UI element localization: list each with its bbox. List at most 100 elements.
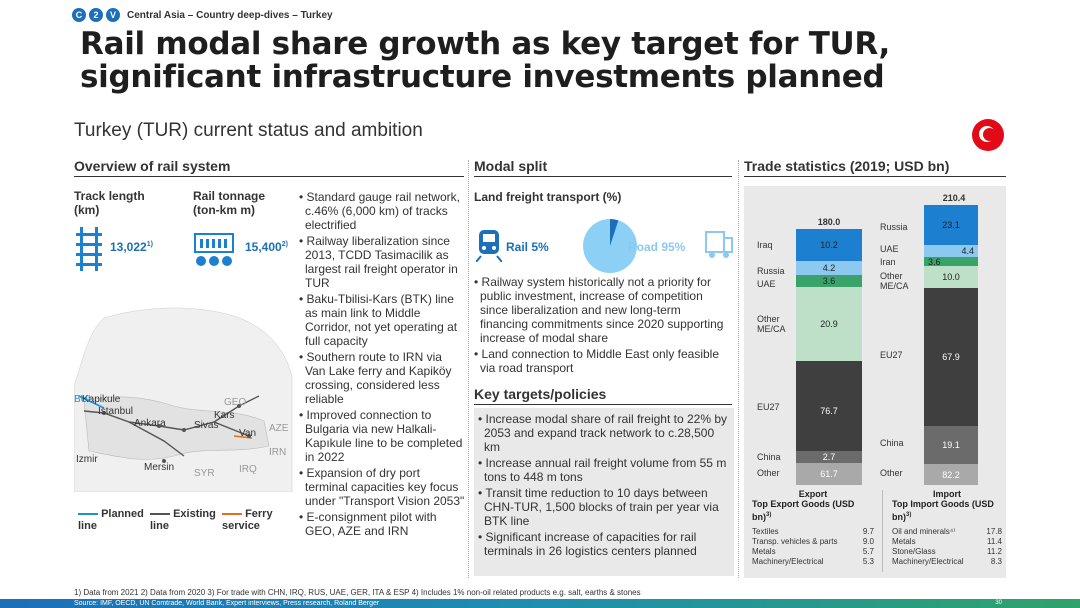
legend-existing: Existing line — [150, 508, 216, 532]
overview-bullet: • Expansion of dry port terminal capacit… — [299, 466, 465, 508]
map-country-syr: SYR — [194, 468, 215, 479]
overview-bullet: • Improved connection to Bulgaria via ne… — [299, 408, 463, 464]
list-item: Machinery/Electrical 8.3 — [892, 557, 1002, 566]
import-seg-china: 19.1 — [924, 426, 978, 464]
export-seg-other: 61.7 — [796, 463, 862, 485]
top-import-list: Oil and minerals⁴⁾ 17.8 Metals 11.4 Stone/… — [892, 527, 1002, 567]
step-v: V — [106, 8, 120, 22]
title-line-2: significant infrastructure investments p… — [80, 59, 885, 95]
top-import-title: Top Import Goods (USD bn)3) — [892, 499, 994, 522]
track-length-label: Track length (km) — [74, 189, 145, 217]
divider — [738, 160, 739, 578]
list-item: Oil and minerals⁴⁾ 17.8 — [892, 527, 1002, 536]
map-city-ankara: Ankara — [134, 418, 166, 429]
export-label-eu27: EU27 — [757, 402, 780, 412]
pie-rail-slice — [610, 219, 619, 246]
list-item: Textiles 9.7 — [752, 527, 874, 536]
export-label-china: China — [757, 452, 781, 462]
turkey-flag-icon — [972, 119, 1004, 151]
source-text: Source: IMF, OECD, UN Comtrade, World Ba… — [74, 600, 380, 607]
top-export-goods: Export Top Export Goods (USD bn)3) Texti… — [752, 489, 874, 567]
legend-planned: Planned line — [78, 508, 144, 532]
import-label-russia: Russia — [880, 222, 908, 232]
list-item: Stone/Glass 11.2 — [892, 547, 1002, 556]
export-seg-eu27: 76.7 — [796, 361, 862, 461]
footer-bar: Source: IMF, OECD, UN Comtrade, World Ba… — [0, 599, 1080, 608]
export-label-other: Other — [757, 468, 780, 478]
legend-existing-swatch — [150, 513, 170, 516]
import-label-eu27: EU27 — [880, 350, 903, 360]
map-drawing — [74, 307, 293, 492]
title-line-1: Rail modal share growth as key target fo… — [80, 26, 891, 62]
import-seg-other-mec: 10.0 — [924, 266, 978, 288]
truck-icon — [705, 231, 733, 258]
targets-bullets: • Increase modal share of rail freight t… — [474, 408, 734, 576]
overview-bullet: • Railway liberalization since 2013, TCD… — [299, 234, 458, 290]
map-city-sivas: Sivas — [194, 420, 219, 431]
turkey-rail-map: Kapikule Istanbul Ankara Sivas Kars Van … — [74, 296, 296, 492]
import-seg-eu27: 67.9 — [924, 288, 978, 426]
export-bar: 10.2 4.2 3.6 20.9 76.7 2.7 61.7 — [796, 229, 862, 485]
export-seg-other-mec: 20.9 — [796, 287, 862, 361]
rail-tonnage-value: 15,4002) — [245, 240, 288, 254]
import-seg-other: 82.2 — [924, 464, 978, 485]
target-bullet: • Transit time reduction to 10 days betw… — [478, 486, 719, 528]
export-label-uae: UAE — [757, 279, 776, 289]
target-bullet: • Increase modal share of rail freight t… — [478, 412, 727, 454]
modal-split-pie — [583, 219, 637, 273]
overview-header: Overview of rail system — [74, 158, 464, 177]
step-c: C — [72, 8, 86, 22]
import-label-china: China — [880, 438, 904, 448]
map-country-bul: BUL — [74, 394, 94, 405]
import-seg-uae: 4.4 — [924, 245, 978, 257]
overview-bullet: • Baku-Tbilisi-Kars (BTK) line as main l… — [299, 292, 458, 348]
list-item: Transp. vehicles & parts 9.0 — [752, 537, 874, 546]
legend-ferry-swatch — [222, 513, 242, 516]
map-city-istanbul: Istanbul — [98, 406, 134, 417]
page-number: 30 — [995, 600, 1002, 606]
divider — [882, 490, 883, 572]
export-seg-uae: 3.6 — [796, 275, 862, 287]
map-city-kars: Kars — [214, 410, 235, 421]
breadcrumb: C 2 V Central Asia – Country deep-dives … — [72, 8, 333, 22]
import-seg-russia: 23.1 — [924, 205, 978, 245]
rail-track-icon — [76, 227, 102, 271]
road-share-label: Road 95% — [628, 240, 686, 254]
map-country-irq: IRQ — [239, 464, 257, 475]
export-seg-russia: 4.2 — [796, 261, 862, 275]
export-label: Export — [798, 489, 828, 499]
import-total: 210.4 — [942, 193, 966, 203]
divider — [468, 160, 469, 578]
map-city-kapikule: Kapikule — [82, 394, 121, 405]
export-label-iraq: Iraq — [757, 240, 773, 250]
list-item: Machinery/Electrical 5.3 — [752, 557, 874, 566]
overview-bullet: • E-consignment pilot with GEO, AZE and … — [299, 510, 437, 538]
export-total: 180.0 — [817, 217, 841, 227]
overview-bullets: • Standard gauge rail network, c.46% (6,… — [299, 190, 465, 540]
freight-wagon-icon — [194, 233, 234, 266]
train-icon — [476, 230, 502, 262]
overview-bullet: • Standard gauge rail network, c.46% (6,… — [299, 190, 460, 232]
top-import-goods: Import Top Import Goods (USD bn)3) Oil a… — [892, 489, 1002, 567]
export-seg-iraq: 10.2 — [796, 229, 862, 261]
map-country-irn: IRN — [269, 447, 287, 458]
breadcrumb-text: Central Asia – Country deep-dives – Turk… — [127, 9, 333, 21]
target-bullet: • Increase annual rail freight volume fr… — [478, 456, 727, 484]
import-label-other-mec: Other ME/CA — [880, 271, 909, 291]
trade-header: Trade statistics (2019; USD bn) — [744, 158, 1006, 177]
target-bullet: • Significant increase of capacities for… — [478, 530, 697, 558]
legend-ferry: Ferry service — [222, 508, 273, 532]
map-city-izmir: Izmir — [76, 454, 98, 465]
export-seg-china: 2.7 — [796, 451, 862, 463]
track-length-value: 13,0221) — [110, 240, 153, 254]
overview-bullet: • Southern route to IRN via Van Lake fer… — [299, 350, 452, 406]
import-bar: 23.1 4.4 3.6 10.0 67.9 19.1 82.2 — [924, 205, 978, 485]
modal-bullets: • Railway system historically not a prio… — [474, 275, 732, 377]
modal-split-header: Modal split — [474, 158, 732, 177]
legend-planned-swatch — [78, 513, 98, 516]
map-country-geo: GEO — [224, 397, 247, 408]
top-export-title: Top Export Goods (USD bn)3) — [752, 499, 855, 522]
import-label-other: Other — [880, 468, 903, 478]
list-item: Metals 5.7 — [752, 547, 874, 556]
export-label-other-mec: Other ME/CA — [757, 314, 786, 334]
